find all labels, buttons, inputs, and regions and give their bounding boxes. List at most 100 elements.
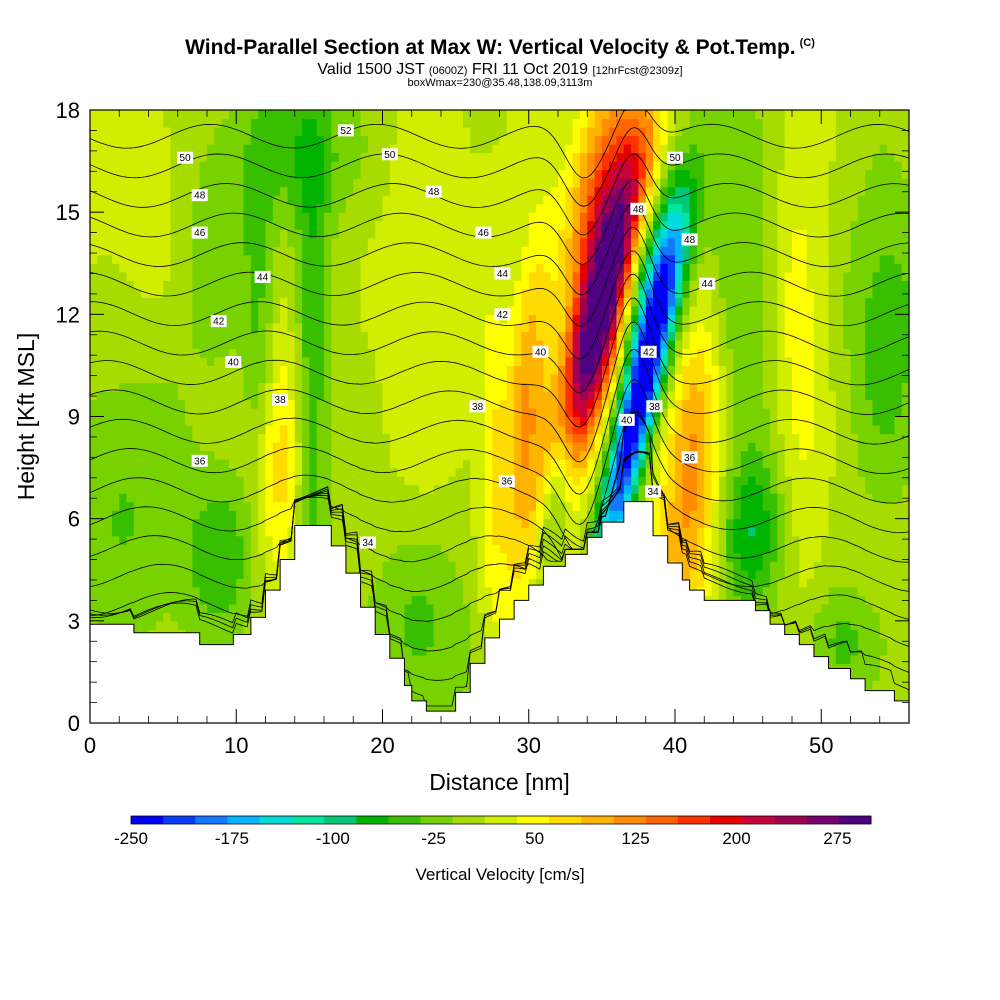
velocity-cell: [411, 510, 420, 520]
velocity-cell: [784, 433, 793, 443]
velocity-cell: [499, 382, 508, 392]
velocity-cell: [879, 442, 888, 452]
velocity-cell: [455, 671, 464, 682]
velocity-cell: [521, 382, 530, 392]
velocity-cell: [492, 586, 501, 596]
velocity-cell: [338, 399, 347, 409]
velocity-cell: [894, 450, 903, 460]
velocity-cell: [331, 484, 340, 494]
velocity-cell: [740, 433, 749, 443]
velocity-cell: [733, 561, 742, 571]
velocity-cell: [90, 348, 98, 358]
velocity-cell: [404, 535, 413, 545]
velocity-cell: [163, 527, 172, 537]
velocity-cell: [711, 595, 720, 605]
velocity-cell: [770, 476, 778, 486]
velocity-cell: [587, 425, 596, 435]
velocity-cell: [696, 569, 705, 579]
velocity-cell: [506, 425, 515, 435]
velocity-cell: [397, 586, 406, 596]
velocity-cell: [258, 382, 267, 392]
velocity-cell: [792, 484, 800, 494]
velocity-cell: [426, 578, 435, 588]
velocity-cell: [799, 586, 808, 596]
velocity-cell: [426, 356, 435, 367]
velocity-cell: [755, 510, 764, 520]
velocity-cell: [177, 561, 186, 571]
velocity-cell: [185, 561, 193, 571]
velocity-cell: [441, 365, 449, 375]
velocity-cell: [470, 578, 479, 588]
velocity-cell: [221, 476, 230, 486]
velocity-cell: [528, 407, 537, 418]
velocity-cell: [726, 399, 735, 409]
velocity-cell: [645, 467, 654, 477]
velocity-cell: [631, 365, 640, 375]
velocity-cell: [331, 442, 340, 452]
velocity-cell: [258, 510, 267, 520]
velocity-cell: [813, 527, 822, 537]
velocity-cell: [623, 356, 632, 367]
velocity-cell: [587, 348, 596, 358]
velocity-cell: [265, 484, 274, 494]
velocity-cell: [411, 416, 420, 426]
velocity-cell: [316, 433, 325, 443]
velocity-cell: [777, 535, 786, 545]
velocity-cell: [631, 425, 640, 435]
velocity-cell: [228, 476, 237, 486]
velocity-cell: [821, 407, 830, 418]
velocity-cell: [477, 484, 486, 494]
velocity-cell: [726, 407, 735, 418]
velocity-cell: [477, 595, 486, 605]
velocity-cell: [638, 476, 647, 486]
velocity-cell: [828, 450, 837, 460]
velocity-cell: [484, 603, 493, 613]
velocity-cell: [90, 356, 98, 367]
velocity-cell: [528, 442, 537, 452]
velocity-cell: [821, 578, 830, 588]
velocity-cell: [660, 476, 669, 486]
velocity-cell: [828, 501, 837, 511]
velocity-cell: [133, 365, 142, 375]
velocity-cell: [857, 544, 866, 554]
velocity-cell: [587, 518, 596, 528]
velocity-cell: [748, 535, 757, 545]
velocity-cell: [514, 382, 523, 392]
velocity-cell: [667, 518, 676, 528]
velocity-cell: [272, 425, 281, 435]
velocity-cell: [411, 603, 420, 613]
velocity-cell: [667, 476, 676, 486]
velocity-cell: [302, 476, 310, 486]
velocity-cell: [536, 365, 544, 375]
velocity-cell: [411, 373, 420, 384]
velocity-cell: [111, 535, 120, 545]
velocity-cell: [192, 569, 201, 579]
velocity-cell: [843, 365, 852, 375]
velocity-cell: [345, 348, 354, 358]
velocity-cell: [704, 399, 713, 409]
velocity-cell: [828, 527, 837, 537]
velocity-cell: [265, 493, 274, 503]
velocity-cell: [718, 518, 727, 528]
velocity-cell: [733, 535, 742, 545]
velocity-cell: [382, 356, 391, 367]
velocity-cell: [492, 459, 501, 469]
velocity-cell: [784, 484, 793, 494]
velocity-cell: [426, 382, 435, 392]
velocity-cell: [521, 442, 530, 452]
velocity-cell: [536, 399, 544, 409]
velocity-cell: [777, 450, 786, 460]
velocity-cell: [382, 501, 391, 511]
velocity-cell: [667, 399, 676, 409]
velocity-cell: [718, 578, 727, 588]
velocity-cell: [411, 407, 420, 418]
velocity-cell: [155, 467, 164, 477]
velocity-cell: [594, 425, 603, 435]
velocity-cell: [441, 646, 449, 656]
velocity-cell: [675, 433, 683, 443]
velocity-cell: [631, 442, 640, 452]
velocity-cell: [543, 407, 552, 418]
velocity-cell: [857, 382, 866, 392]
velocity-cell: [521, 595, 530, 605]
velocity-cell: [762, 578, 771, 588]
